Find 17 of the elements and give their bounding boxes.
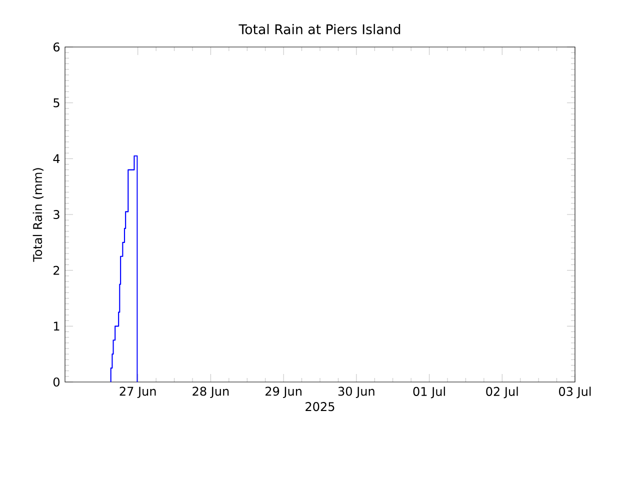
y-tick-label: 0 [53, 377, 60, 387]
y-tick-label: 6 [53, 42, 60, 52]
x-tick-label: 30 Jun [338, 386, 374, 398]
x-tick-label: 03 Jul [559, 386, 591, 398]
y-tick-label: 5 [54, 98, 60, 108]
x-tick-label: 01 Jul [413, 386, 445, 398]
chart-title: Total Rain at Piers Island [238, 24, 400, 34]
x-tick-label: 29 Jun [266, 386, 302, 398]
x-tick-label: 02 Jul [486, 386, 518, 398]
y-tick-label: 3 [54, 210, 60, 220]
x-tick-label: 28 Jun [192, 386, 229, 398]
y-tick-label: 4 [53, 154, 60, 164]
y-tick-label: 2 [54, 266, 60, 275]
y-tick-label: 1 [54, 322, 60, 331]
x-tick-label: 27 Jun [120, 386, 156, 398]
y-axis-title: Total Rain (mm) [32, 168, 44, 262]
x-axis-title: 2025 [306, 402, 334, 412]
